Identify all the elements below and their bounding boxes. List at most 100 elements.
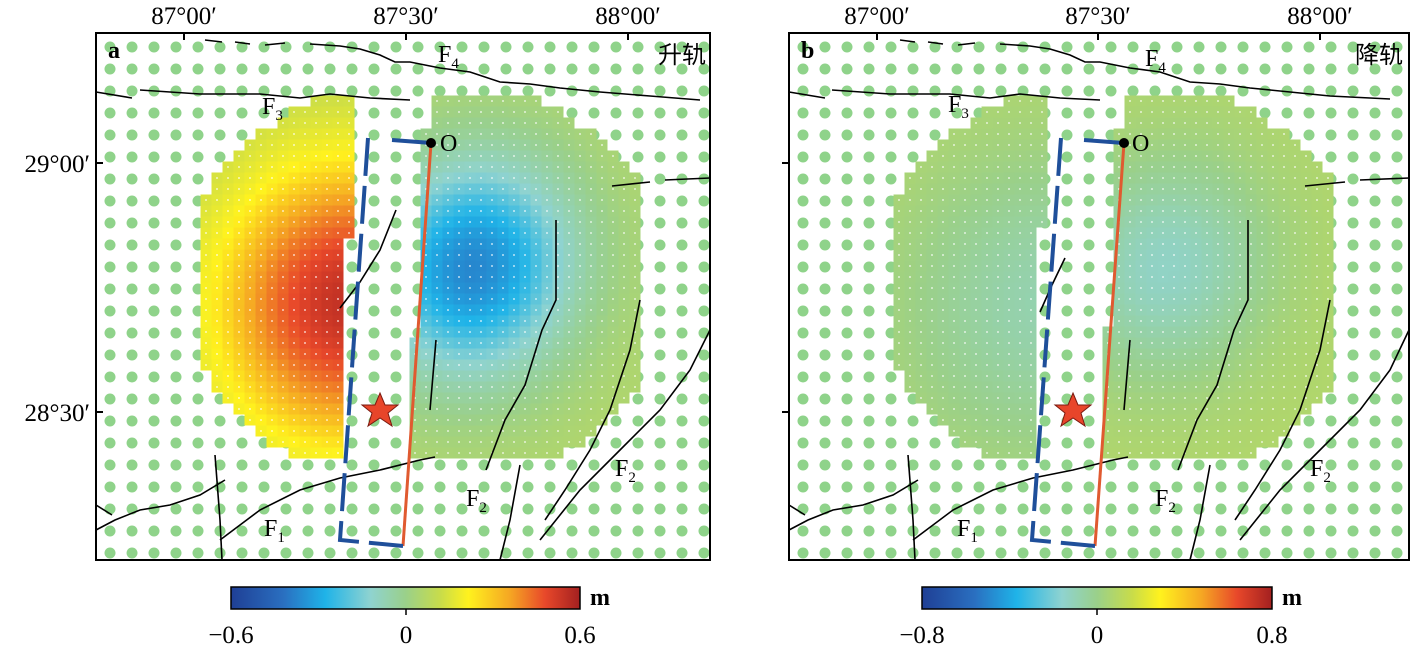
sparse-point bbox=[610, 437, 622, 449]
sparse-point bbox=[819, 393, 831, 405]
sparse-point bbox=[863, 129, 875, 141]
sparse-point bbox=[1369, 239, 1381, 251]
sparse-point bbox=[885, 459, 897, 471]
panel-a-colorbar-min: −0.6 bbox=[208, 622, 253, 647]
sparse-point bbox=[280, 481, 292, 493]
sparse-point bbox=[1347, 261, 1359, 273]
sparse-point bbox=[1083, 371, 1095, 383]
sparse-point bbox=[797, 437, 809, 449]
sparse-point bbox=[214, 503, 226, 515]
sparse-point bbox=[1149, 459, 1161, 471]
sparse-point bbox=[610, 415, 622, 427]
sparse-point bbox=[654, 41, 666, 53]
sparse-point bbox=[148, 547, 160, 559]
sparse-point bbox=[126, 151, 138, 163]
sparse-point bbox=[1369, 41, 1381, 53]
fault-label-f1: F bbox=[264, 516, 277, 542]
sparse-point bbox=[797, 525, 809, 537]
sparse-point bbox=[841, 173, 853, 185]
sparse-point bbox=[1281, 481, 1293, 493]
sparse-point bbox=[104, 63, 116, 75]
sparse-point bbox=[1215, 503, 1227, 515]
sparse-point bbox=[863, 415, 875, 427]
sparse-point bbox=[1259, 481, 1271, 493]
sparse-point bbox=[1347, 85, 1359, 97]
sparse-point bbox=[302, 459, 314, 471]
sparse-point bbox=[1171, 459, 1183, 471]
sparse-point bbox=[1083, 437, 1095, 449]
sparse-point bbox=[1215, 525, 1227, 537]
sparse-point bbox=[1303, 503, 1315, 515]
sparse-point bbox=[1391, 151, 1403, 163]
sparse-point bbox=[214, 459, 226, 471]
sparse-point bbox=[863, 195, 875, 207]
panel-a-colorbar-max: 0.6 bbox=[564, 622, 595, 647]
sparse-point bbox=[676, 195, 688, 207]
sparse-point bbox=[390, 437, 402, 449]
sparse-point bbox=[1083, 547, 1095, 559]
sparse-point bbox=[995, 41, 1007, 53]
sparse-point bbox=[863, 217, 875, 229]
sparse-point bbox=[148, 525, 160, 537]
sparse-point bbox=[654, 503, 666, 515]
sparse-point bbox=[390, 151, 402, 163]
sparse-point bbox=[1325, 129, 1337, 141]
sparse-point bbox=[863, 305, 875, 317]
sparse-point bbox=[1039, 459, 1051, 471]
sparse-point bbox=[819, 63, 831, 75]
sparse-point bbox=[1061, 107, 1073, 119]
sparse-point bbox=[390, 195, 402, 207]
sparse-point bbox=[995, 547, 1007, 559]
sparse-point bbox=[126, 437, 138, 449]
sparse-point bbox=[929, 547, 941, 559]
sparse-point bbox=[1391, 503, 1403, 515]
sparse-point bbox=[841, 195, 853, 207]
sparse-point bbox=[566, 459, 578, 471]
sparse-point bbox=[654, 525, 666, 537]
sparse-point bbox=[236, 85, 248, 97]
sparse-point bbox=[841, 481, 853, 493]
sparse-point bbox=[368, 85, 380, 97]
sparse-point bbox=[1039, 85, 1051, 97]
sparse-point bbox=[346, 415, 358, 427]
panel-a-colorbar-mid: 0 bbox=[400, 622, 413, 647]
sparse-point bbox=[1237, 547, 1249, 559]
sparse-point bbox=[1061, 547, 1073, 559]
sparse-point bbox=[456, 85, 468, 97]
sparse-point bbox=[368, 305, 380, 317]
panel-a-xtick-1: 87°00′ bbox=[151, 3, 216, 30]
sparse-point bbox=[698, 261, 710, 273]
sparse-point bbox=[346, 85, 358, 97]
sparse-point bbox=[863, 85, 875, 97]
sparse-point bbox=[126, 63, 138, 75]
sparse-point bbox=[819, 85, 831, 97]
sparse-point bbox=[1127, 481, 1139, 493]
sparse-point bbox=[1369, 195, 1381, 207]
sparse-point bbox=[654, 85, 666, 97]
sparse-point bbox=[951, 481, 963, 493]
sparse-point bbox=[412, 63, 424, 75]
sparse-point bbox=[346, 283, 358, 295]
sparse-point bbox=[676, 371, 688, 383]
sparse-point bbox=[126, 525, 138, 537]
sparse-point bbox=[1127, 459, 1139, 471]
sparse-point bbox=[797, 195, 809, 207]
sparse-point bbox=[390, 459, 402, 471]
sparse-point bbox=[676, 239, 688, 251]
sparse-point bbox=[588, 503, 600, 515]
sparse-point bbox=[368, 107, 380, 119]
sparse-point bbox=[368, 327, 380, 339]
sparse-point bbox=[1391, 415, 1403, 427]
sparse-point bbox=[797, 173, 809, 185]
sparse-point bbox=[1105, 107, 1117, 119]
sparse-point bbox=[148, 393, 160, 405]
sparse-point bbox=[1237, 41, 1249, 53]
sparse-point bbox=[1083, 217, 1095, 229]
sparse-point bbox=[1061, 195, 1073, 207]
panel-a-origin-point bbox=[426, 138, 436, 148]
sparse-point bbox=[1391, 41, 1403, 53]
sparse-point bbox=[478, 503, 490, 515]
sparse-point bbox=[1039, 437, 1051, 449]
sparse-point bbox=[478, 547, 490, 559]
